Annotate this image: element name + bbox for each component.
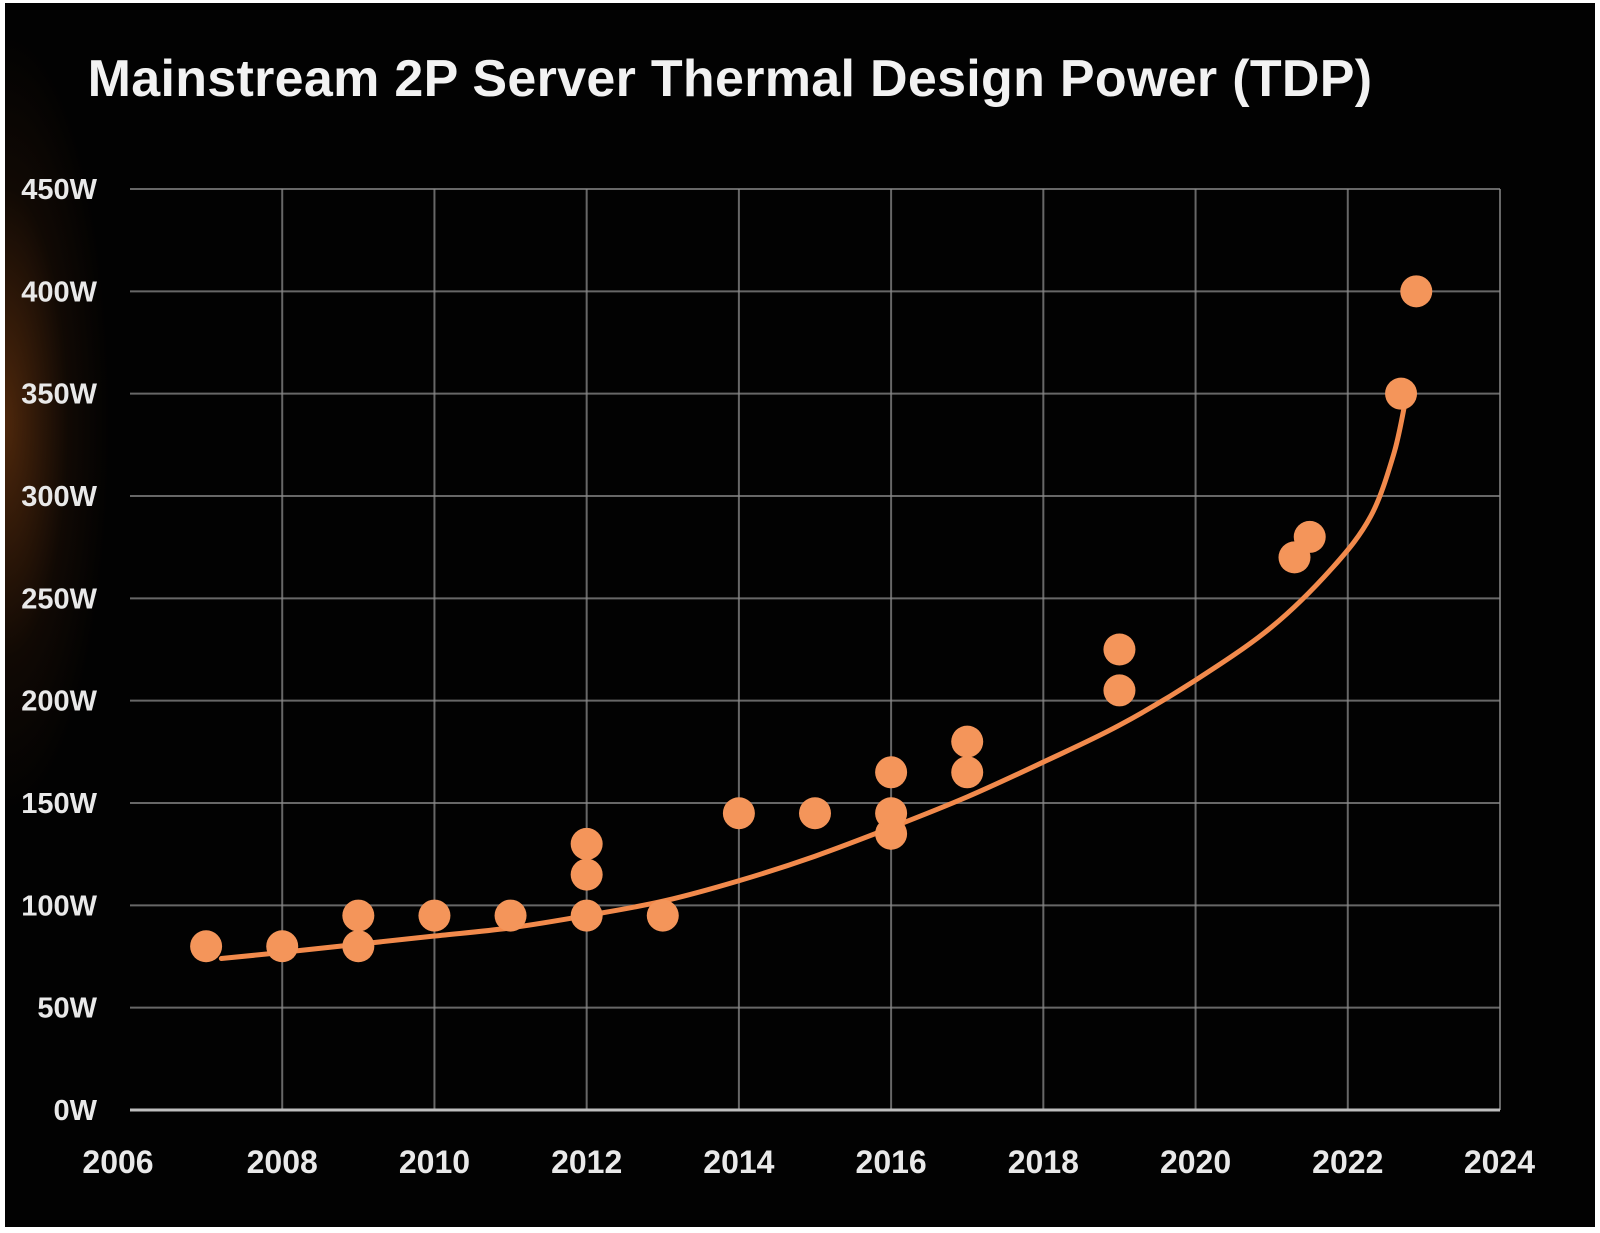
data-point bbox=[570, 858, 603, 891]
y-tick-label: 100W bbox=[21, 890, 97, 922]
y-tick-label: 400W bbox=[21, 276, 97, 308]
y-tick-label: 250W bbox=[21, 583, 97, 615]
grid-lines bbox=[130, 188, 1501, 1110]
x-tick-label: 2006 bbox=[82, 1144, 153, 1180]
y-tick-label: 350W bbox=[21, 379, 97, 411]
data-point bbox=[875, 756, 908, 789]
x-tick-label: 2020 bbox=[1160, 1144, 1231, 1180]
data-point bbox=[266, 930, 299, 963]
data-point bbox=[951, 725, 984, 758]
y-tick-label: 50W bbox=[37, 993, 97, 1025]
data-point bbox=[342, 899, 375, 932]
x-tick-label: 2018 bbox=[1008, 1144, 1079, 1180]
chart-title: Mainstream 2P Server Thermal Design Powe… bbox=[87, 50, 1373, 108]
y-tick-label: 0W bbox=[54, 1095, 98, 1127]
data-point bbox=[1103, 633, 1136, 666]
y-tick-labels: 0W 50W 100W 150W 200W 250W 300W 350W 400W 450W bbox=[21, 174, 97, 1127]
trend-line-group bbox=[218, 401, 1408, 962]
chart-plot: 0W 50W 100W 150W 200W 250W 300W 350W 400W 450W 20… bbox=[21, 174, 1535, 1180]
y-tick-label: 300W bbox=[21, 481, 97, 513]
data-point bbox=[342, 930, 375, 963]
data-point bbox=[494, 899, 527, 932]
data-point bbox=[190, 930, 223, 963]
y-tick-label: 450W bbox=[21, 174, 97, 206]
data-point bbox=[570, 827, 603, 860]
trend-line bbox=[218, 401, 1408, 962]
data-points bbox=[190, 275, 1433, 963]
x-tick-label: 2010 bbox=[399, 1144, 470, 1180]
data-point bbox=[722, 797, 755, 830]
x-tick-labels: 2006 2008 2010 2012 2014 2016 2018 2020 2022 2024 bbox=[82, 1144, 1535, 1180]
y-tick-label: 150W bbox=[21, 788, 97, 820]
x-tick-label: 2016 bbox=[856, 1144, 927, 1180]
data-point bbox=[1103, 674, 1136, 707]
x-tick-label: 2012 bbox=[551, 1144, 622, 1180]
x-tick-label: 2024 bbox=[1464, 1144, 1535, 1180]
data-point bbox=[799, 797, 831, 830]
data-point bbox=[418, 899, 451, 932]
x-tick-label: 2008 bbox=[247, 1144, 318, 1180]
data-point bbox=[646, 899, 679, 932]
data-point bbox=[1385, 377, 1418, 410]
data-point bbox=[570, 899, 603, 932]
y-tick-label: 200W bbox=[21, 686, 97, 718]
data-point bbox=[1293, 520, 1326, 553]
data-point bbox=[1400, 275, 1433, 308]
data-point bbox=[875, 797, 908, 830]
data-point bbox=[951, 756, 984, 789]
x-tick-label: 2014 bbox=[703, 1144, 774, 1180]
chart-frame: Mainstream 2P Server Thermal Design Powe… bbox=[5, 3, 1595, 1227]
x-tick-label: 2022 bbox=[1312, 1144, 1383, 1180]
